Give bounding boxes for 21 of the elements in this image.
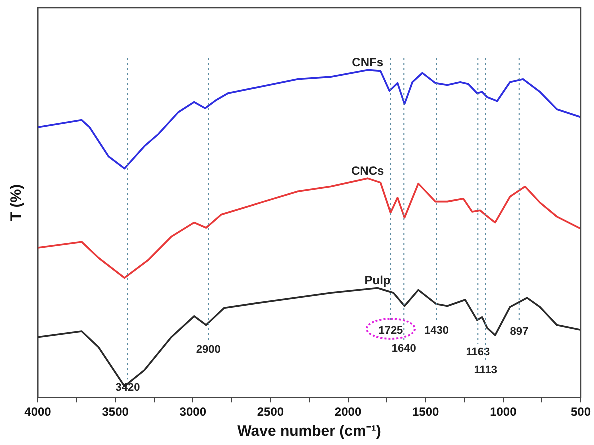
x-tick-label: 4000 xyxy=(24,405,52,420)
x-tick-label: 2500 xyxy=(257,405,284,420)
ref-line-label: 1113 xyxy=(474,364,498,377)
series-label: CNCs xyxy=(351,164,384,178)
x-tick-label: 3000 xyxy=(180,405,207,420)
y-axis-title: T (%) xyxy=(8,184,26,222)
ref-line-label: 897 xyxy=(510,326,529,338)
x-axis-title: Wave number (cm⁻¹) xyxy=(238,423,382,440)
x-tick-label: 1000 xyxy=(490,405,518,420)
series-label: CNFs xyxy=(352,56,384,70)
ref-line-label: 1163 xyxy=(466,346,490,359)
ref-line-label: 1430 xyxy=(424,324,449,337)
x-tick-label: 1500 xyxy=(412,405,440,420)
ref-line-label: 2900 xyxy=(196,344,221,356)
x-tick-label: 500 xyxy=(570,405,592,420)
ref-line-label: 3420 xyxy=(116,382,140,394)
ref-line-label: 1725 xyxy=(378,324,404,337)
x-tick-label: 2000 xyxy=(334,405,362,420)
series-label: Pulp xyxy=(364,274,391,288)
ref-line-label: 1640 xyxy=(392,342,416,355)
x-tick-label: 3500 xyxy=(102,405,130,420)
